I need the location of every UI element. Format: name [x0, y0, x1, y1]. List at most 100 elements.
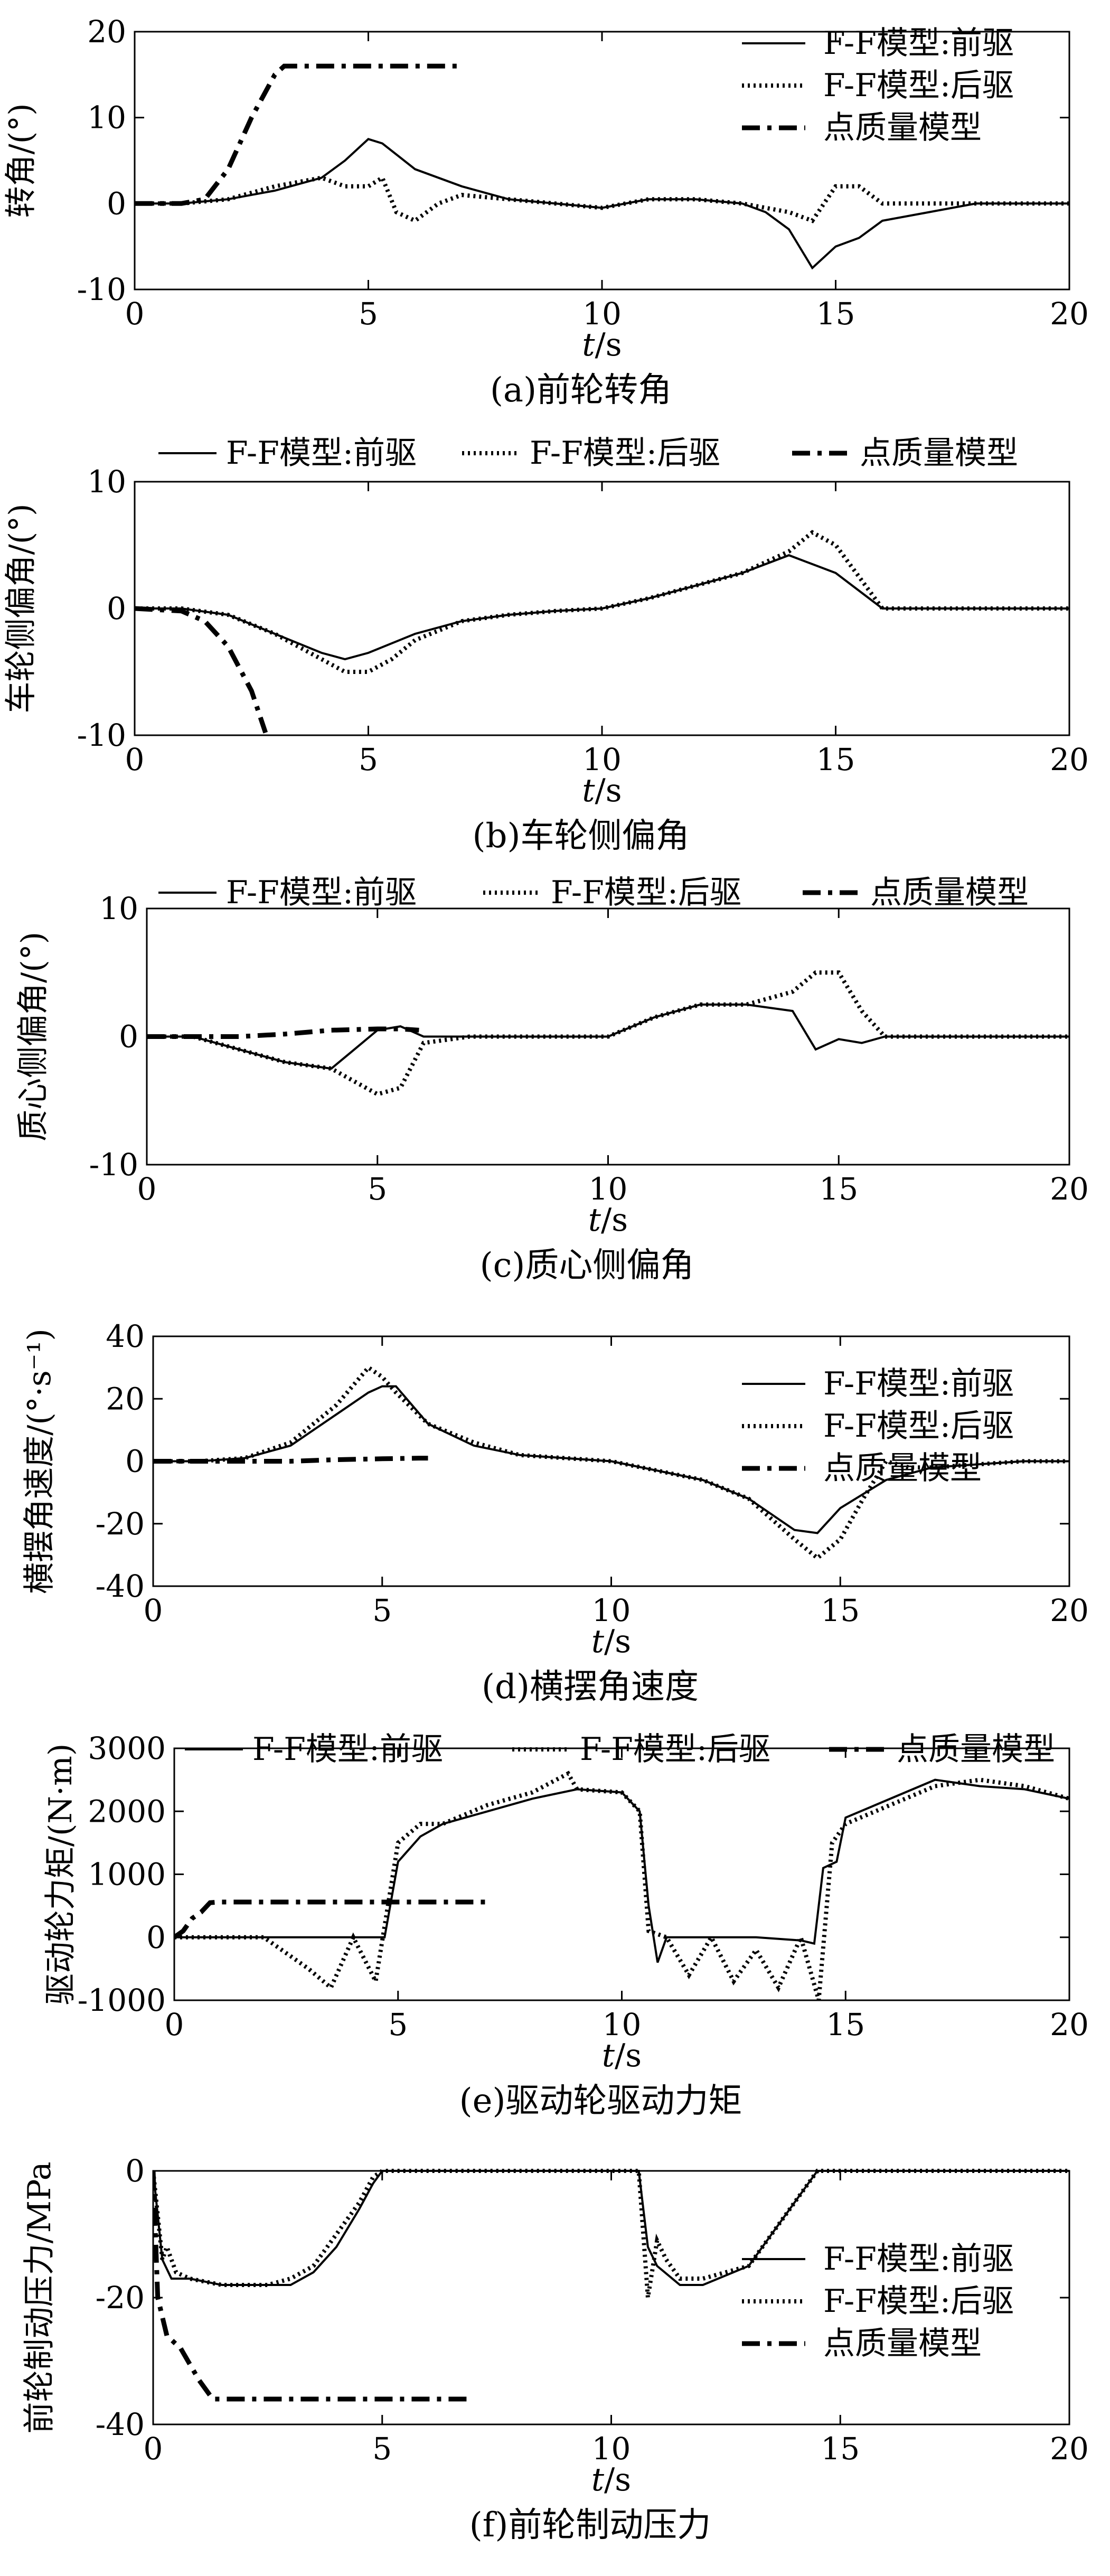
- legend-label-3: 点质量模型: [897, 1731, 1055, 1768]
- x-tick-label: 5: [359, 296, 378, 332]
- x-axis-label: t/s: [602, 2037, 642, 2074]
- legend-label-1: F-F模型:前驱: [823, 25, 1014, 62]
- legend-label-1: F-F模型:前驱: [252, 1731, 443, 1768]
- series-line-2: [174, 1771, 1069, 2001]
- y-axis-label: 横摆角速度/(°·s⁻¹): [21, 1328, 58, 1594]
- chart-panel-5: 0 5 10 15 20-10000100020003000t/s(e)驱动轮驱动力矩驱…: [42, 1730, 1089, 2121]
- x-axis-label: t/s: [582, 326, 622, 363]
- y-tick-label: 10: [99, 891, 138, 926]
- series-line-2: [153, 2169, 1069, 2298]
- x-axis-unit: /s: [595, 326, 622, 363]
- y-tick-label: -40: [96, 2406, 145, 2442]
- y-tick-label: 3000: [88, 1730, 166, 1766]
- x-axis-unit: /s: [601, 1202, 628, 1239]
- legend-label-2: F-F模型:后驱: [823, 67, 1014, 104]
- series-line-3: [135, 606, 268, 734]
- y-tick-label: -20: [96, 1506, 145, 1542]
- series-line-1: [153, 1385, 1069, 1534]
- x-tick-label: 20: [1050, 2007, 1089, 2043]
- legend-label-3: 点质量模型: [823, 1450, 982, 1487]
- x-tick-label: 10: [582, 742, 622, 778]
- chart-panel-3: 0 5 10 15 20-10010t/s(c)质心侧偏角质心侧偏角/(°)F-F模型:…: [15, 874, 1089, 1285]
- y-axis-label: 前轮制动压力/MPa: [21, 2161, 58, 2433]
- x-tick-label: 0: [125, 296, 145, 332]
- x-tick-label: 10: [603, 2007, 642, 2043]
- x-tick-label: 20: [1050, 1593, 1089, 1628]
- y-tick-label: 10: [87, 100, 126, 136]
- x-tick-label: 10: [582, 296, 622, 332]
- legend-label-3: 点质量模型: [870, 874, 1029, 911]
- legend-label-3: 点质量模型: [823, 109, 982, 146]
- y-tick-label: 1000: [88, 1857, 166, 1893]
- series-line-1: [174, 1778, 1069, 1963]
- series-line-3: [153, 2170, 474, 2402]
- y-tick-label: -20: [96, 2280, 145, 2316]
- x-axis-variable: t: [588, 1202, 601, 1239]
- panel-caption: (f)前轮制动压力: [469, 2506, 711, 2545]
- y-tick-label: -10: [77, 271, 126, 307]
- legend-label-2: F-F模型:后驱: [823, 1408, 1014, 1445]
- x-tick-label: 5: [368, 1171, 387, 1207]
- x-axis-label: t/s: [591, 1623, 631, 1660]
- x-tick-label: 10: [592, 1593, 631, 1628]
- x-tick-label: 5: [359, 742, 378, 778]
- y-axis-label: 转角/(°): [3, 103, 40, 218]
- x-tick-label: 20: [1050, 1171, 1089, 1207]
- x-tick-label: 0: [137, 1171, 157, 1207]
- x-tick-label: 10: [592, 2431, 631, 2467]
- x-tick-label: 15: [821, 1593, 860, 1628]
- panel-caption: (e)驱动轮驱动力矩: [459, 2082, 742, 2121]
- x-tick-label: 0: [144, 2431, 163, 2467]
- legend-label-1: F-F模型:前驱: [226, 874, 417, 911]
- chart-panel-1: 0 5 10 15 20-1001020t/s(a)前轮转角转角/(°)F-F模型:前驱…: [3, 14, 1089, 410]
- x-tick-label: 5: [372, 1593, 392, 1628]
- plot-frame: [173, 1747, 1070, 2001]
- y-tick-label: -40: [96, 1568, 145, 1604]
- y-tick-label: -1000: [78, 1982, 166, 2018]
- chart-panel-2: 0 5 10 15 20-10010t/s(b)车轮侧偏角车轮侧偏角/(°)F-F模型:…: [3, 435, 1089, 856]
- panel-caption: (a)前轮转角: [490, 371, 672, 410]
- y-tick-label: 20: [87, 14, 126, 50]
- y-tick-label: 10: [87, 464, 126, 500]
- series-line-3: [174, 1899, 488, 1940]
- series-line-2: [135, 174, 1069, 223]
- panel-caption: (d)横摆角速度: [482, 1668, 699, 1707]
- x-tick-label: 10: [589, 1171, 628, 1207]
- y-tick-label: 0: [107, 185, 126, 221]
- legend-label-1: F-F模型:前驱: [226, 435, 417, 472]
- x-tick-label: 15: [816, 742, 855, 778]
- x-axis-variable: t: [602, 2037, 615, 2074]
- x-tick-label: 20: [1050, 296, 1089, 332]
- x-tick-label: 15: [826, 2007, 865, 2043]
- y-axis-label: 车轮侧偏角/(°): [3, 503, 40, 713]
- y-axis-label: 驱动轮力矩/(N·m): [42, 1744, 79, 2006]
- legend-label-2: F-F模型:后驱: [530, 435, 720, 472]
- x-axis-variable: t: [591, 1623, 605, 1660]
- x-tick-label: 20: [1050, 742, 1089, 778]
- x-tick-label: 15: [816, 296, 855, 332]
- y-tick-label: -10: [77, 717, 126, 753]
- y-tick-label: 0: [125, 2153, 145, 2189]
- legend-label-2: F-F模型:后驱: [823, 2283, 1014, 2320]
- x-axis-label: t/s: [582, 772, 622, 809]
- series-line-3: [135, 63, 462, 206]
- x-axis-unit: /s: [595, 772, 622, 809]
- series-line-2: [135, 530, 1069, 674]
- chart-panel-6: 0 5 10 15 20 -40 -20 0 t/s (f)前轮制动压力 前轮制动压力/MPa F-F…: [21, 2153, 1089, 2545]
- x-tick-label: 15: [819, 1171, 858, 1207]
- x-tick-label: 0: [144, 1593, 163, 1628]
- panel-caption: (c)质心侧偏角: [480, 1246, 694, 1285]
- x-axis-unit: /s: [604, 2461, 631, 2498]
- y-tick-label: 0: [119, 1019, 138, 1055]
- legend-label-3: 点质量模型: [823, 2325, 982, 2362]
- x-axis-variable: t: [591, 2461, 605, 2498]
- x-tick-label: 15: [821, 2431, 860, 2467]
- panel-caption: (b)车轮侧偏角: [473, 817, 690, 856]
- y-tick-label: 0: [107, 591, 126, 626]
- x-axis-label: t/s: [591, 2461, 631, 2498]
- x-tick-label: 20: [1050, 2431, 1089, 2467]
